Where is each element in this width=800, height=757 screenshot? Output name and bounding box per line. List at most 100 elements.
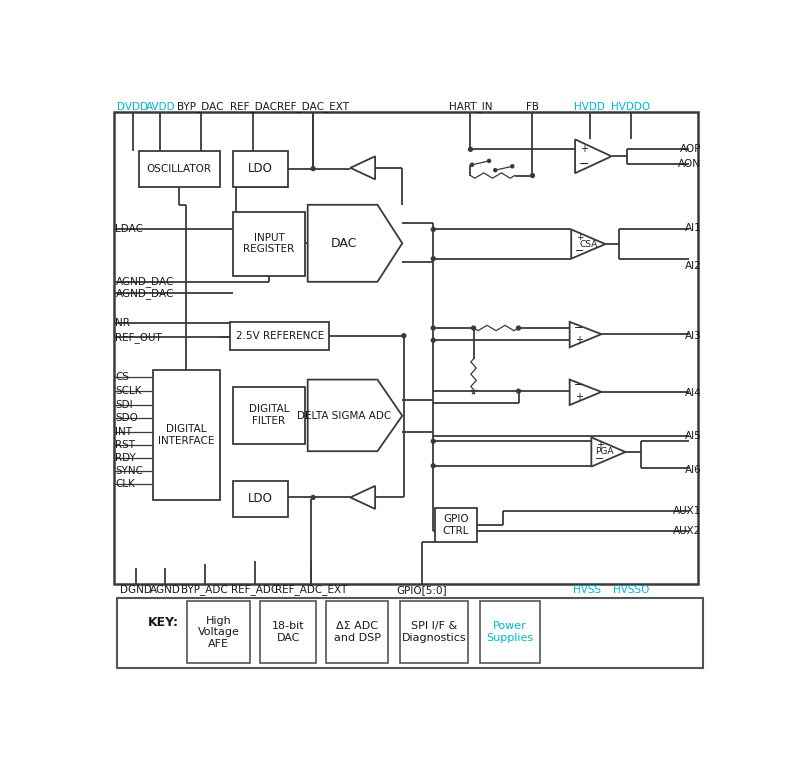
Text: PGA: PGA bbox=[595, 447, 614, 456]
Text: DAC: DAC bbox=[331, 237, 358, 250]
Text: KEY:: KEY: bbox=[148, 615, 179, 628]
Bar bbox=[234, 388, 305, 444]
Circle shape bbox=[470, 164, 474, 167]
Text: 18-bit
DAC: 18-bit DAC bbox=[272, 621, 305, 643]
Bar bbox=[400, 601, 468, 663]
Circle shape bbox=[402, 334, 406, 338]
Text: DGND: DGND bbox=[120, 585, 151, 595]
Circle shape bbox=[487, 160, 490, 163]
Text: DELTA SIGMA ADC: DELTA SIGMA ADC bbox=[297, 411, 391, 421]
Text: SYNC: SYNC bbox=[115, 466, 143, 476]
Circle shape bbox=[431, 228, 435, 232]
Circle shape bbox=[431, 439, 435, 443]
Text: −: − bbox=[579, 158, 590, 171]
Text: CS: CS bbox=[115, 372, 130, 382]
Text: LDO: LDO bbox=[248, 493, 273, 506]
Circle shape bbox=[517, 389, 521, 393]
Bar bbox=[138, 151, 220, 187]
Text: AI3: AI3 bbox=[685, 331, 702, 341]
Circle shape bbox=[311, 496, 315, 500]
Text: Power
Supplies: Power Supplies bbox=[486, 621, 534, 643]
Text: REF_OUT: REF_OUT bbox=[115, 332, 162, 343]
Text: AON: AON bbox=[678, 159, 702, 169]
Text: INPUT
REGISTER: INPUT REGISTER bbox=[243, 232, 294, 254]
Text: AI6: AI6 bbox=[685, 465, 702, 475]
Text: High
Voltage
AFE: High Voltage AFE bbox=[198, 615, 239, 649]
Text: REF_ADC_EXT: REF_ADC_EXT bbox=[274, 584, 347, 595]
Bar bbox=[153, 370, 220, 500]
Circle shape bbox=[469, 148, 472, 151]
Text: REF_DAC: REF_DAC bbox=[230, 101, 277, 113]
Bar bbox=[230, 322, 330, 350]
Text: AGND: AGND bbox=[150, 585, 181, 595]
Circle shape bbox=[431, 464, 435, 468]
Text: REF_ADC: REF_ADC bbox=[231, 584, 278, 595]
Bar bbox=[187, 601, 250, 663]
Circle shape bbox=[472, 326, 475, 330]
Polygon shape bbox=[570, 379, 602, 405]
Text: REF_DAC_EXT: REF_DAC_EXT bbox=[277, 101, 349, 113]
Circle shape bbox=[517, 326, 521, 330]
Text: HVDD: HVDD bbox=[574, 102, 606, 112]
Text: CLK: CLK bbox=[115, 479, 135, 489]
Text: AVDD: AVDD bbox=[146, 102, 175, 112]
Text: AUX1: AUX1 bbox=[673, 506, 702, 516]
Circle shape bbox=[510, 165, 514, 168]
Circle shape bbox=[311, 167, 315, 170]
Text: HVSS: HVSS bbox=[573, 585, 601, 595]
Text: SDO: SDO bbox=[115, 413, 138, 423]
Bar bbox=[435, 508, 477, 542]
Text: GPIO
CTRL: GPIO CTRL bbox=[442, 514, 469, 536]
Circle shape bbox=[431, 326, 435, 330]
Text: 2.5V REFERENCE: 2.5V REFERENCE bbox=[236, 331, 324, 341]
Text: FB: FB bbox=[526, 102, 539, 112]
Text: +: + bbox=[576, 233, 583, 242]
Polygon shape bbox=[350, 156, 375, 179]
Text: INT: INT bbox=[115, 427, 133, 437]
Circle shape bbox=[494, 169, 497, 172]
Circle shape bbox=[530, 173, 534, 177]
Polygon shape bbox=[350, 486, 375, 509]
Text: −: − bbox=[595, 454, 605, 464]
Bar bbox=[261, 601, 316, 663]
Text: OSCILLATOR: OSCILLATOR bbox=[146, 164, 211, 173]
Text: AOP: AOP bbox=[680, 145, 702, 154]
Text: LDAC: LDAC bbox=[115, 224, 143, 235]
Bar bbox=[326, 601, 388, 663]
Text: −: − bbox=[574, 323, 584, 333]
Text: AI5: AI5 bbox=[685, 431, 702, 441]
Text: HART_IN: HART_IN bbox=[449, 101, 492, 113]
Text: BYP_DAC: BYP_DAC bbox=[178, 101, 224, 113]
Bar bbox=[117, 597, 703, 668]
Bar bbox=[114, 112, 698, 584]
Polygon shape bbox=[591, 438, 626, 466]
Text: RST: RST bbox=[115, 440, 135, 450]
Text: RDY: RDY bbox=[115, 453, 136, 463]
Bar bbox=[234, 151, 287, 187]
Polygon shape bbox=[571, 229, 606, 259]
Text: SDI: SDI bbox=[115, 400, 133, 410]
Text: AGND_DAC: AGND_DAC bbox=[115, 288, 174, 299]
Text: AI4: AI4 bbox=[685, 388, 702, 398]
Bar bbox=[234, 212, 305, 276]
Text: −: − bbox=[574, 380, 584, 390]
Text: +: + bbox=[596, 440, 604, 450]
Text: −: − bbox=[575, 246, 585, 256]
Text: GPIO[5:0]: GPIO[5:0] bbox=[396, 585, 447, 595]
Text: DIGITAL
INTERFACE: DIGITAL INTERFACE bbox=[158, 424, 214, 446]
Polygon shape bbox=[308, 205, 402, 282]
Text: AUX2: AUX2 bbox=[673, 525, 702, 535]
Text: SCLK: SCLK bbox=[115, 386, 142, 396]
Text: HVSSO: HVSSO bbox=[614, 585, 650, 595]
Text: DIGITAL
FILTER: DIGITAL FILTER bbox=[249, 404, 290, 425]
Circle shape bbox=[431, 257, 435, 260]
Text: HVDDO: HVDDO bbox=[611, 102, 650, 112]
Text: DVDD: DVDD bbox=[117, 102, 148, 112]
Text: NR: NR bbox=[115, 319, 130, 329]
Bar bbox=[234, 481, 287, 518]
Circle shape bbox=[431, 338, 435, 342]
Text: AGND_DAC: AGND_DAC bbox=[115, 276, 174, 287]
Polygon shape bbox=[575, 139, 611, 173]
Text: AI2: AI2 bbox=[685, 260, 702, 271]
Text: ΔΣ ADC
and DSP: ΔΣ ADC and DSP bbox=[334, 621, 381, 643]
